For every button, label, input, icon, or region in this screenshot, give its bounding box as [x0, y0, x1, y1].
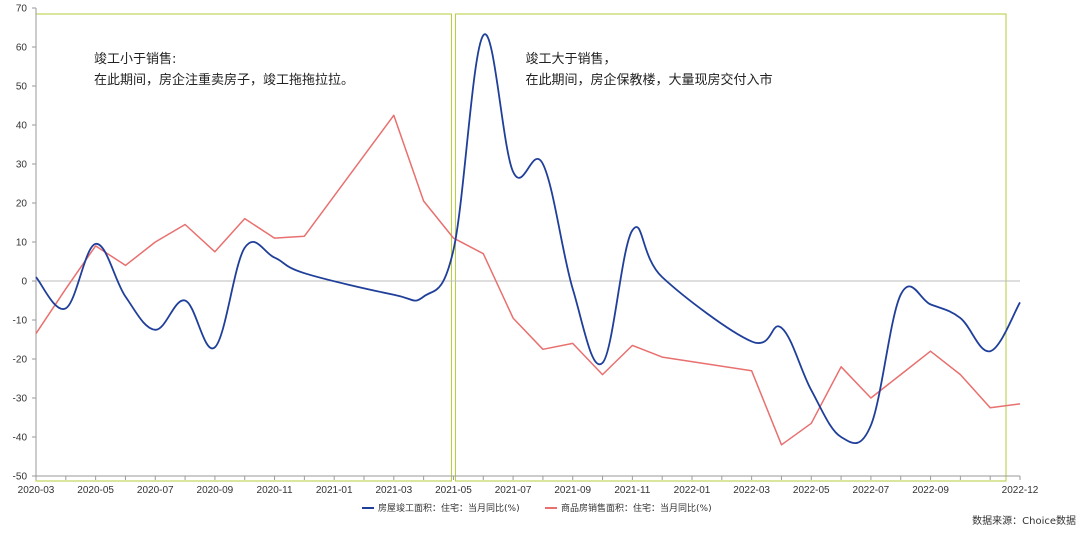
x-axis: 2020-03 2020-05 2020-07 2020-09 2020-11 2021-…	[18, 475, 1039, 496]
x-tick-label: 2021-09	[554, 485, 591, 496]
x-tick-label: 2022-07	[853, 485, 890, 496]
legend-label: 商品房销售面积：住宅：当月同比(%)	[561, 502, 712, 514]
annotation-text: 在此期间，房企注重卖房子，竣工拖拖拉拉。	[94, 72, 354, 88]
x-tick-label: 2022-03	[733, 485, 770, 496]
series-line-completion	[35, 33, 1021, 445]
x-tick-label: 2021-01	[316, 485, 353, 496]
y-tick-label: -10	[13, 316, 28, 327]
x-tick-label: 2022-09	[912, 485, 949, 496]
x-tick-label: 2020-05	[77, 485, 114, 496]
source-note: 数据来源：Choice数据	[972, 514, 1076, 527]
annotation-texts: 竣工小于销售: 在此期间，房企注重卖房子，竣工拖拖拉拉。 竣工大于销售， 在此期间，房…	[94, 51, 772, 88]
x-tick-label: 2020-09	[197, 485, 234, 496]
y-axis: -50 -40 -30 -20 -10 0 10 20 30 40 50 60 70	[13, 4, 1020, 483]
x-tick-label: 2021-11	[614, 485, 650, 496]
series-line-sales	[35, 114, 1021, 446]
y-tick-label: -20	[13, 355, 28, 366]
x-tick-label: 2021-07	[495, 485, 532, 496]
y-tick-label: -40	[13, 433, 28, 444]
x-tick-label: 2020-11	[257, 485, 293, 496]
y-tick-label: 10	[16, 238, 28, 249]
x-tick-label: 2022-01	[674, 485, 711, 496]
y-tick-label: 20	[16, 199, 28, 210]
y-tick-label: 70	[16, 4, 28, 15]
y-tick-label: 50	[16, 82, 28, 93]
annotation-text: 竣工小于销售:	[94, 51, 176, 67]
y-tick-label: 60	[16, 43, 28, 54]
series-lines	[35, 33, 1021, 446]
y-tick-label: 30	[16, 160, 28, 171]
annotation-text: 竣工大于销售，	[525, 51, 616, 67]
x-tick-label: 2020-03	[18, 485, 55, 496]
x-tick-label: 2020-07	[137, 485, 174, 496]
x-tick-label: 2021-03	[375, 485, 412, 496]
annotation-text: 在此期间，房企保教楼，大量现房交付入市	[525, 72, 772, 88]
y-tick-label: -30	[13, 394, 28, 405]
x-tick-label: 2021-05	[435, 485, 472, 496]
legend: 房屋竣工面积：住宅：当月同比(%) 商品房销售面积：住宅：当月同比(%)	[362, 502, 712, 514]
y-tick-label: 0	[21, 277, 27, 288]
y-tick-label: -50	[13, 472, 28, 483]
annotation-box	[454, 13, 1007, 482]
x-tick-label: 2022-12	[1002, 485, 1039, 496]
legend-label: 房屋竣工面积：住宅：当月同比(%)	[378, 502, 520, 514]
x-tick-label: 2022-05	[793, 485, 830, 496]
y-tick-label: 40	[16, 121, 28, 132]
